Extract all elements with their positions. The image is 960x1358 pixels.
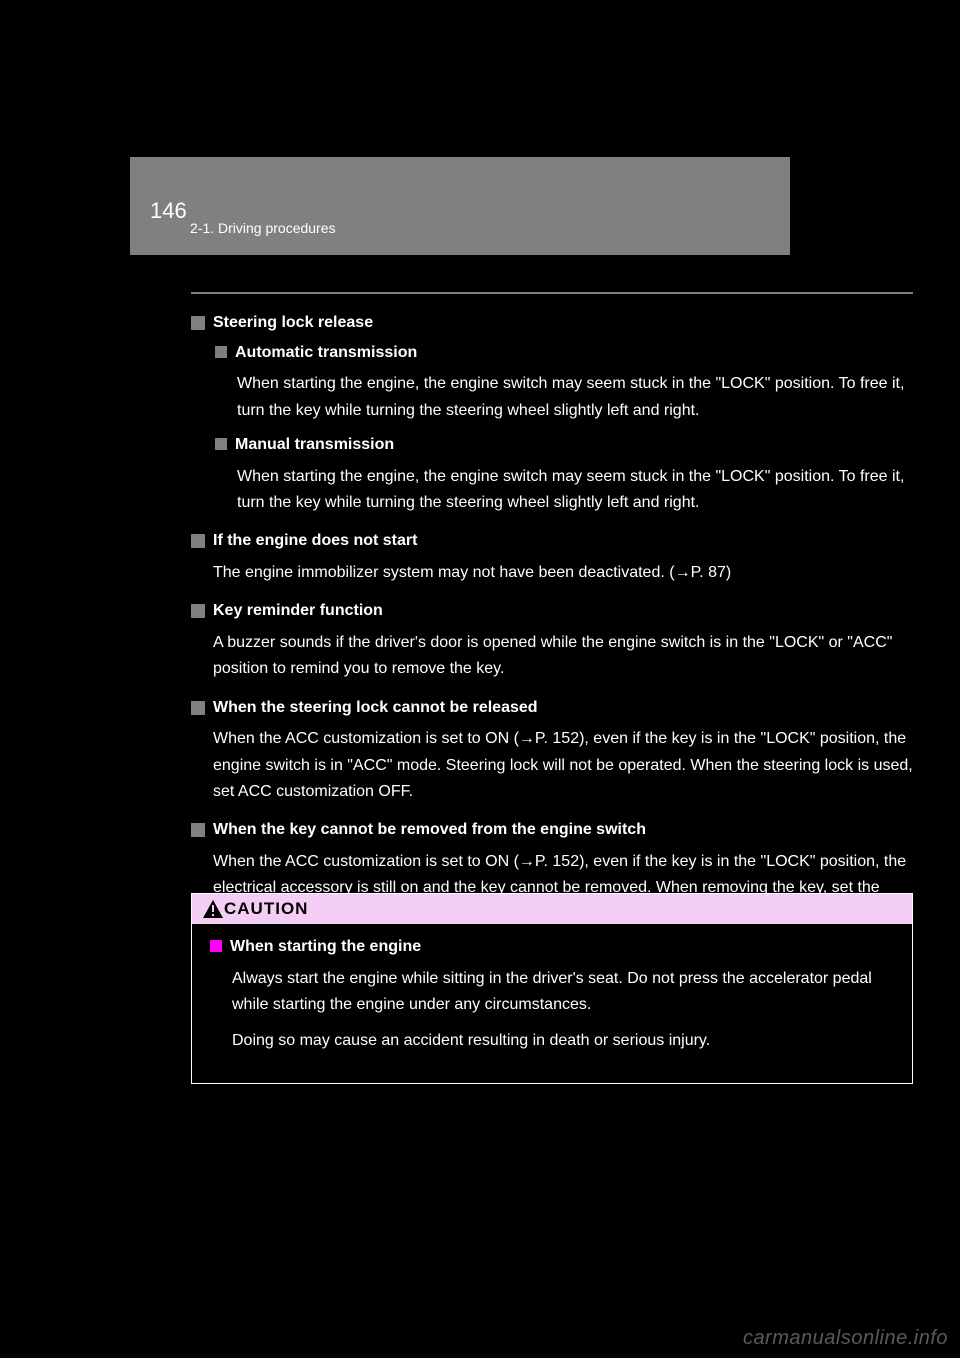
section-steering-lock-release: Steering lock release Automatic transmis… (191, 312, 913, 516)
paragraph: When starting the engine, the engine swi… (237, 464, 913, 517)
page-number: 146 (150, 198, 187, 224)
page: 146 2-1. Driving procedures Steering loc… (0, 0, 960, 1358)
paragraph: When the ACC customization is set to ON … (213, 726, 913, 805)
section-heading: When the steering lock cannot be release… (191, 697, 913, 719)
caution-paragraph: Doing so may cause an accident resulting… (232, 1028, 894, 1054)
section-steering-lock-release-fail: When the steering lock cannot be release… (191, 697, 913, 806)
bullet-square-icon (191, 534, 205, 548)
section-heading: If the engine does not start (191, 530, 913, 552)
paragraph: A buzzer sounds if the driver's door is … (213, 630, 913, 683)
heading-text: Key reminder function (213, 600, 383, 622)
section-heading: Steering lock release (191, 312, 913, 334)
caution-body: When starting the engine Always start th… (192, 924, 912, 1083)
caution-heading-text: When starting the engine (230, 936, 421, 958)
caution-title: CAUTION (224, 899, 308, 919)
paragraph: When starting the engine, the engine swi… (237, 371, 913, 424)
paragraph: The engine immobilizer system may not ha… (213, 560, 913, 586)
warning-triangle-icon (202, 899, 224, 919)
breadcrumb: 2-1. Driving procedures (190, 220, 336, 236)
content-area: Steering lock release Automatic transmis… (191, 312, 913, 942)
subsection-heading: Automatic transmission (215, 342, 913, 364)
bullet-square-icon (191, 604, 205, 618)
bullet-square-icon (191, 823, 205, 837)
horizontal-rule (191, 292, 913, 294)
watermark: carmanualsonline.info (743, 1327, 948, 1350)
subsection-heading: Manual transmission (215, 434, 913, 456)
caution-header: CAUTION (192, 894, 912, 924)
caution-heading: When starting the engine (210, 936, 894, 958)
section-heading: When the key cannot be removed from the … (191, 819, 913, 841)
bullet-square-icon (191, 316, 205, 330)
caution-box: CAUTION When starting the engine Always … (191, 893, 913, 1084)
section-engine-not-start: If the engine does not start The engine … (191, 530, 913, 586)
bullet-square-magenta-icon (210, 940, 222, 952)
heading-text: When the steering lock cannot be release… (213, 697, 538, 719)
subheading-text: Automatic transmission (235, 342, 417, 364)
subsection-container: Automatic transmission When starting the… (215, 342, 913, 517)
bullet-square-icon (215, 438, 227, 450)
heading-text: If the engine does not start (213, 530, 417, 552)
caution-paragraph: Always start the engine while sitting in… (232, 966, 894, 1019)
bullet-square-icon (191, 701, 205, 715)
bullet-square-icon (215, 346, 227, 358)
subheading-text: Manual transmission (235, 434, 394, 456)
section-heading: Key reminder function (191, 600, 913, 622)
header-bar (130, 157, 790, 255)
heading-text: When the key cannot be removed from the … (213, 819, 646, 841)
heading-text: Steering lock release (213, 312, 373, 334)
section-key-reminder: Key reminder function A buzzer sounds if… (191, 600, 913, 682)
